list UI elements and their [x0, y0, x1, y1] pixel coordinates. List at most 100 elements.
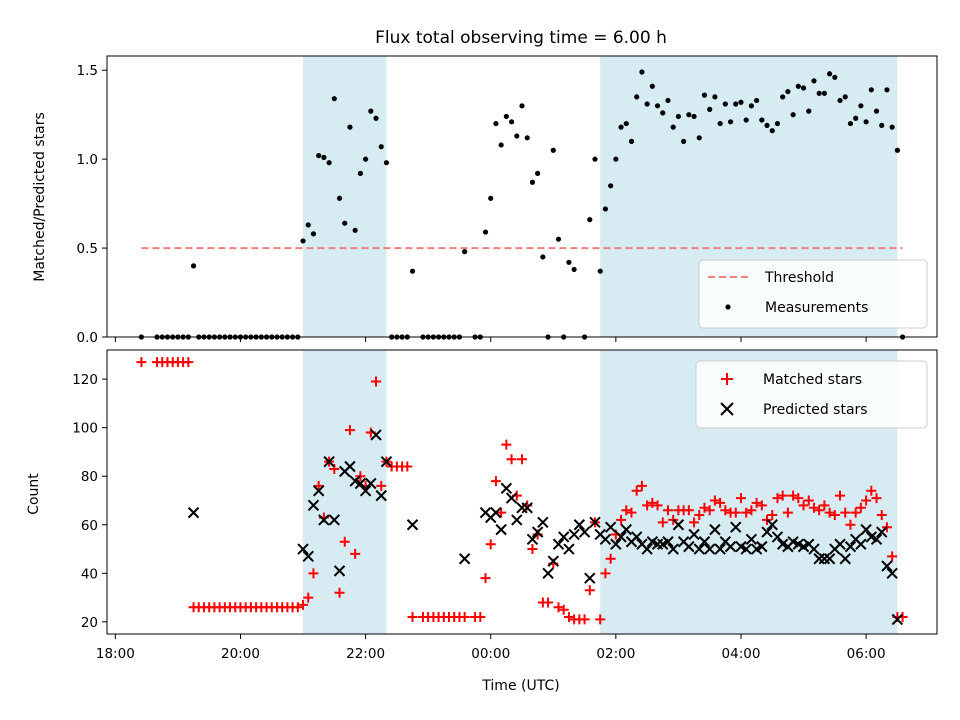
predicted-star-point	[333, 565, 346, 577]
predicted-star-point	[667, 543, 679, 555]
predicted-star-point	[615, 531, 627, 543]
ratio-y-axis-label: Matched/Predicted stars	[32, 112, 48, 282]
predicted-star-point	[714, 543, 726, 555]
count-y-tick-label: 40	[81, 566, 98, 582]
predicted-star-point	[876, 526, 888, 538]
measurement-point	[717, 120, 723, 127]
matched-star-point	[835, 490, 846, 501]
matched-star-point	[490, 476, 501, 487]
predicted-star-point	[730, 521, 742, 533]
matched-star-point	[517, 454, 527, 465]
measurement-point	[623, 120, 629, 127]
matched-star-point	[303, 592, 314, 603]
predicted-star-point	[359, 485, 372, 497]
legend-threshold-label: Threshold	[764, 270, 834, 286]
predicted-star-point	[860, 523, 872, 536]
matched-star-point	[668, 514, 679, 525]
measurement-point	[555, 236, 562, 242]
measurement-point	[686, 112, 692, 118]
measurement-point	[853, 115, 859, 121]
predicted-star-point	[568, 528, 580, 541]
measurement-point	[665, 97, 671, 104]
ratio-panel: 0.0 0.5 1.0 1.5 Threshold Measurements	[77, 55, 938, 346]
matched-star-point	[647, 497, 658, 508]
measurement-point	[524, 135, 530, 141]
predicted-star-point	[886, 567, 898, 580]
measurement-point	[696, 135, 702, 141]
matched-star-point	[735, 493, 746, 504]
predicted-star-point	[500, 482, 513, 495]
matched-star-point	[657, 517, 668, 528]
predicted-star-point	[490, 506, 502, 519]
matched-star-point	[762, 514, 773, 525]
measurement-point	[769, 128, 775, 134]
measurement-point	[858, 103, 864, 109]
ratio-y-tick-label: 1.5	[77, 63, 98, 79]
predicted-star-point	[683, 540, 695, 553]
matched-star-point	[850, 507, 861, 518]
matched-star-point	[741, 507, 752, 518]
matched-star-point	[355, 471, 366, 482]
matched-star-point	[683, 505, 694, 516]
matched-star-point	[652, 500, 663, 511]
predicted-star-point	[771, 531, 784, 543]
count-y-tick-label: 60	[81, 518, 98, 534]
measurement-point	[764, 122, 770, 128]
predicted-star-point	[526, 533, 539, 546]
measurement-point	[488, 195, 494, 201]
measurement-point	[321, 154, 327, 160]
predicted-star-point	[552, 538, 565, 550]
matched-star-point	[788, 490, 799, 501]
count-axes-frame	[106, 349, 938, 635]
count-panel: 20 40 60 80 100 120 18:00 20:00 22:00 00:00 02:00 0…	[72, 349, 938, 662]
measurement-point	[722, 101, 728, 107]
measurement-point	[821, 90, 827, 96]
predicted-star-point	[756, 540, 768, 553]
legend-matched-label: Matched stars	[763, 372, 862, 388]
predicted-star-point	[808, 543, 820, 555]
matched-star-point	[298, 599, 309, 610]
measurement-point	[743, 117, 749, 123]
matched-star-point	[621, 505, 632, 516]
measurement-point	[774, 120, 781, 127]
matched-star-point	[631, 485, 642, 496]
measurement-point	[368, 108, 374, 114]
ratio-legend: Threshold Measurements	[698, 259, 928, 329]
matched-star-point	[699, 502, 710, 513]
matched-star-point	[704, 505, 715, 516]
matched-star-point	[459, 612, 470, 623]
predicted-star-point	[380, 455, 393, 468]
measurement-point	[634, 94, 640, 100]
measurement-point	[326, 160, 332, 166]
matched-star-point	[871, 493, 882, 504]
measurement-point	[701, 92, 708, 98]
measurement-point	[884, 87, 890, 93]
matched-star-point	[626, 507, 637, 518]
count-series-0	[136, 357, 908, 625]
measurement-point	[462, 249, 468, 255]
measurement-point	[748, 103, 754, 109]
predicted-star-point	[406, 519, 419, 531]
matched-star-point	[808, 502, 819, 513]
measurement-point	[613, 156, 619, 162]
measurement-point	[785, 88, 791, 95]
count-legend: Matched stars Predicted stars	[695, 360, 928, 429]
predicted-star-point	[745, 533, 758, 546]
measurement-point	[514, 133, 520, 139]
predicted-star-point	[766, 519, 778, 531]
ratio-shaded-interval-0	[303, 56, 387, 337]
measurement-point	[894, 147, 900, 153]
x-axis-label: Time (UTC)	[481, 678, 559, 694]
predicted-star-point	[521, 502, 533, 514]
predicted-star-point	[573, 519, 586, 531]
x-tick-label: 00:00	[471, 646, 510, 662]
predicted-star-point	[312, 485, 325, 497]
legend-box	[695, 360, 928, 429]
measurement-point	[498, 142, 504, 148]
measurement-point	[879, 122, 885, 128]
matched-star-point	[313, 480, 324, 491]
matched-star-point	[803, 495, 814, 506]
predicted-star-point	[844, 540, 857, 553]
matched-star-point	[642, 500, 653, 511]
